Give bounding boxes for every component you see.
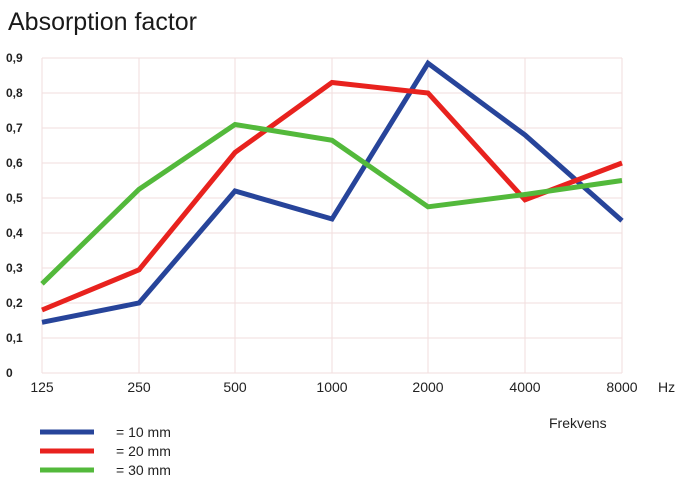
y-tick-label: 0,8 (6, 86, 23, 100)
y-tick-label: 0,2 (6, 296, 23, 310)
y-tick-label: 0,1 (6, 331, 23, 345)
y-tick-label: 0,9 (6, 51, 23, 65)
y-tick-label: 0,6 (6, 156, 23, 170)
series-lines (40, 59, 624, 325)
y-tick-label: 0,5 (6, 191, 23, 205)
x-axis-label: Frekvens (549, 415, 607, 431)
x-tick-label: 8000 (606, 379, 637, 395)
x-tick-label: 500 (223, 379, 247, 395)
legend-label: = 20 mm (116, 443, 171, 459)
series-line-2 (41, 79, 623, 313)
y-tick-label: 0,4 (6, 226, 23, 240)
y-axis-ticks: 0 0,1 0,2 0,3 0,4 0,5 0,6 0,7 0,8 0,9 (6, 51, 23, 380)
legend-label: = 30 mm (116, 462, 171, 478)
series-line-3 (40, 121, 623, 286)
legend: = 10 mm = 20 mm = 30 mm (40, 424, 171, 478)
x-axis-unit: Hz (658, 379, 675, 395)
x-tick-label: 1000 (316, 379, 347, 395)
x-axis-ticks: 125 250 500 1000 2000 4000 8000 (30, 379, 637, 395)
y-tick-label: 0,7 (6, 121, 23, 135)
series-line-1 (41, 59, 624, 325)
y-tick-label: 0,3 (6, 261, 23, 275)
chart-title: Absorption factor (8, 8, 197, 36)
x-tick-label: 4000 (509, 379, 540, 395)
x-tick-label: 2000 (412, 379, 443, 395)
legend-label: = 10 mm (116, 424, 171, 440)
y-tick-label: 0 (6, 366, 13, 380)
x-tick-label: 125 (30, 379, 54, 395)
x-tick-label: 250 (127, 379, 151, 395)
